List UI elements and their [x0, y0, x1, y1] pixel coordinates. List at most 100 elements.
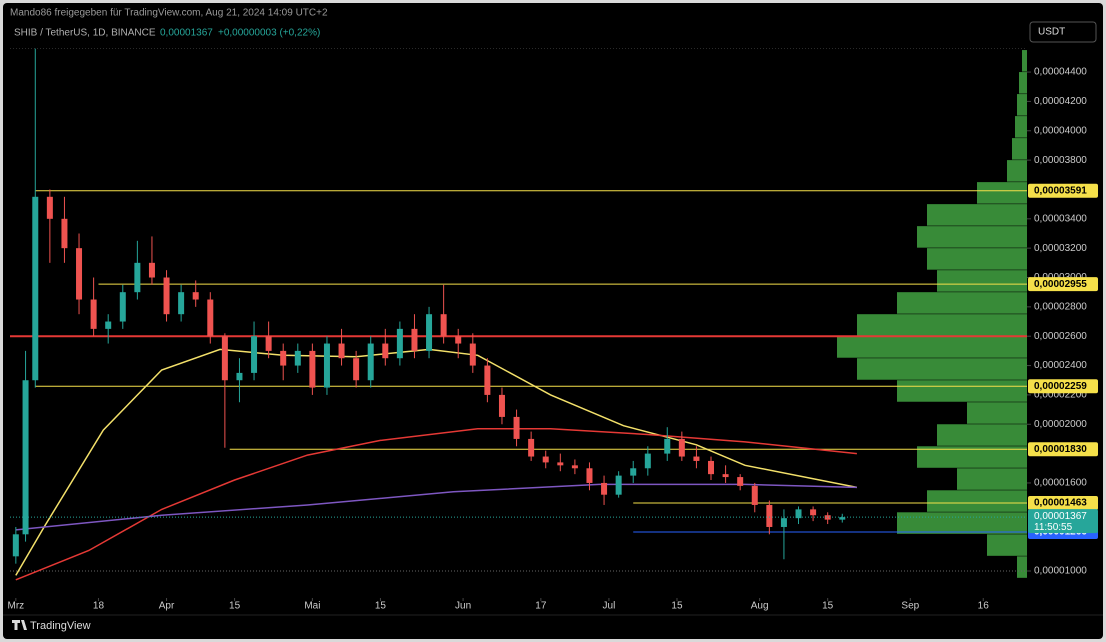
candle-body	[309, 350, 316, 388]
candle-body	[513, 416, 520, 439]
last-price-box	[1028, 509, 1098, 534]
candle-body	[178, 292, 185, 315]
level-box	[1028, 496, 1098, 511]
level-box	[1028, 379, 1098, 394]
candle-body	[498, 394, 505, 417]
volume-profile-bar	[927, 204, 1027, 226]
countdown: 11:50:55	[1034, 522, 1073, 533]
y-tick-label: 0,00002600	[1034, 331, 1087, 342]
volume-profile-bar	[1012, 138, 1027, 160]
last-price: 0,00001367	[160, 28, 213, 39]
volume-profile-bar	[917, 226, 1027, 248]
candle-body	[601, 482, 608, 495]
candle-body	[251, 336, 258, 373]
candle-body	[163, 277, 170, 315]
level-label: 0,00001463	[1034, 498, 1087, 509]
volume-profile-bar	[857, 358, 1027, 380]
level-box	[1028, 277, 1098, 292]
volume-profile-bar	[937, 424, 1027, 446]
volume-profile-bar	[897, 512, 1027, 534]
candle-body	[780, 518, 787, 527]
y-tick-label: 0,00003200	[1034, 243, 1087, 254]
logo	[12, 620, 27, 630]
x-tick-label: Apr	[159, 601, 175, 612]
level-label: 0,00002259	[1034, 381, 1087, 392]
candle-body	[265, 336, 272, 351]
candle-body	[396, 328, 403, 359]
candle-body	[615, 475, 622, 495]
candle-body	[236, 372, 243, 381]
candle-body	[586, 468, 593, 483]
volume-profile-bar	[897, 292, 1027, 314]
candle-body	[766, 504, 773, 527]
candle-body	[76, 248, 83, 300]
x-tick-label: 15	[671, 601, 683, 612]
symbol: SHIB / TetherUS, 1D, BINANCE	[14, 28, 156, 39]
candle-body	[664, 438, 671, 454]
level-label: 0,00003591	[1034, 185, 1087, 196]
candle-body	[824, 515, 831, 520]
candle-body	[90, 299, 97, 329]
volume-profile-bar	[1019, 72, 1027, 94]
x-tick-label: 18	[93, 601, 105, 612]
x-tick-label: Jun	[455, 601, 471, 612]
y-tick-label: 0,00004400	[1034, 67, 1087, 78]
volume-profile-bar	[917, 446, 1027, 468]
x-tick-label: Mai	[304, 601, 320, 612]
watermark: TradingView	[30, 620, 91, 632]
candle-body	[426, 314, 433, 351]
candle-body	[353, 358, 360, 381]
volume-profile-bar	[837, 336, 1027, 358]
candle-body	[751, 485, 758, 505]
candle-body	[411, 328, 418, 351]
y-tick-label: 0,00003400	[1034, 213, 1087, 224]
candle-body	[571, 465, 578, 469]
x-tick-label: Jul	[603, 601, 616, 612]
level-box	[1028, 183, 1098, 198]
y-tick-label: 0,00004200	[1034, 96, 1087, 107]
level-box	[1028, 442, 1098, 457]
currency[interactable]: USDT	[1038, 27, 1065, 38]
plot	[10, 48, 1027, 581]
x-tick-label: Mrz	[7, 601, 24, 612]
candle-body	[105, 321, 112, 329]
candle-body	[630, 468, 637, 476]
candle-body	[61, 218, 68, 249]
moving-average	[15, 427, 857, 581]
currency-box[interactable]	[1029, 21, 1097, 43]
x-tick-label: Aug	[751, 601, 769, 612]
candle-body	[528, 438, 535, 457]
x-tick-label: Sep	[901, 601, 919, 612]
y-tick-label: 0,00002000	[1034, 419, 1087, 430]
volume-profile-bar	[987, 534, 1027, 556]
volume-profile-bar	[957, 468, 1027, 490]
y-tick-label: 0,00002200	[1034, 390, 1087, 401]
candle-body	[32, 196, 39, 381]
volume-profile-bar	[1017, 556, 1027, 578]
candle-body	[280, 350, 287, 366]
candle-body	[192, 292, 199, 300]
candle-body	[557, 462, 564, 466]
candle-body	[737, 477, 744, 486]
candle-body	[294, 350, 301, 366]
candle-body	[119, 292, 126, 322]
x-tick-label: 15	[375, 601, 387, 612]
x-tick-label: 15	[822, 601, 834, 612]
volume-profile-bar	[1007, 160, 1027, 182]
volume-profile-bar	[1022, 50, 1027, 72]
frame	[3, 3, 1103, 639]
volume-profile-bar	[937, 270, 1027, 292]
y-tick-label: 0,00001600	[1034, 478, 1087, 489]
y-tick-label: 0,00002400	[1034, 360, 1087, 371]
candle-body	[484, 365, 491, 395]
x-tick-label: 16	[978, 601, 990, 612]
chart-title: Mando86 freigegeben für TradingView.com,…	[10, 8, 328, 19]
candle-body	[338, 343, 345, 359]
y-tick-label: 0,00004000	[1034, 125, 1087, 136]
volume-profile-bar	[977, 182, 1027, 204]
moving-average	[15, 483, 857, 531]
volume-profile-bar	[927, 248, 1027, 270]
candle-body	[708, 460, 715, 475]
candle-body	[469, 343, 476, 366]
